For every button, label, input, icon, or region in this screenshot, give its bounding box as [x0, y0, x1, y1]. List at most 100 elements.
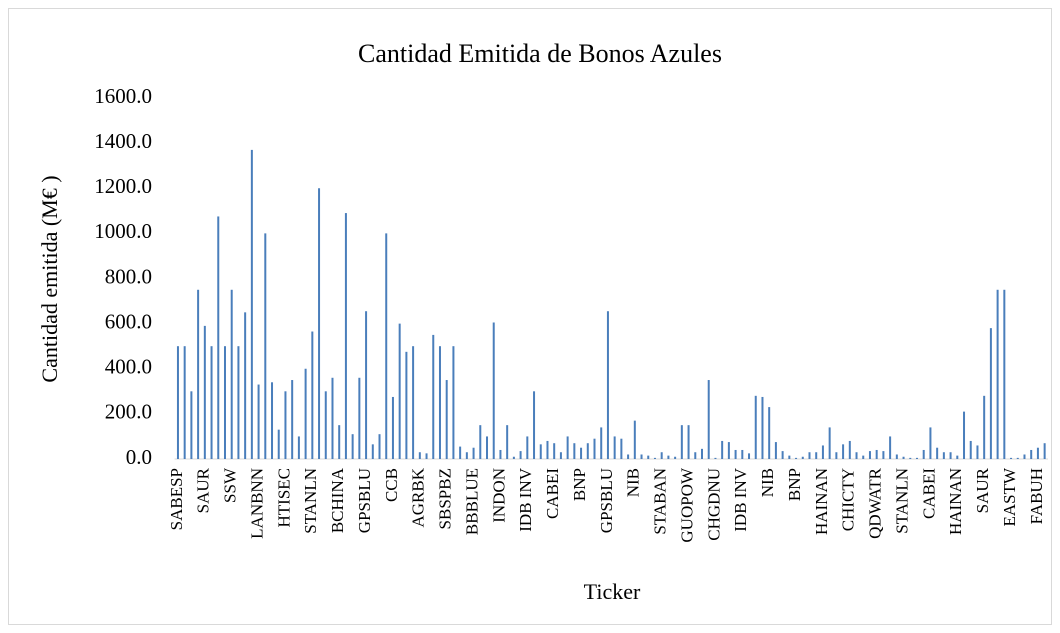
x-tick-label: CABEI: [919, 468, 938, 519]
x-tick-label: NIB: [624, 468, 643, 497]
bar: [492, 322, 495, 459]
bar: [486, 436, 489, 459]
bar: [795, 457, 798, 459]
bar: [432, 334, 435, 459]
x-tick-label: BCHINA: [328, 467, 347, 533]
bar: [761, 396, 764, 459]
x-tick-label: STANLN: [301, 468, 320, 534]
x-tick-label: CHICTY: [839, 468, 858, 531]
bar: [418, 452, 421, 459]
bar: [546, 440, 549, 459]
bar: [311, 331, 314, 459]
bar: [539, 444, 542, 459]
bar: [573, 443, 576, 459]
y-tick-label: 1200.0: [94, 174, 152, 198]
bar: [627, 454, 630, 459]
bar: [553, 443, 556, 459]
bar: [640, 454, 643, 459]
x-tick-label: STANLN: [892, 468, 911, 534]
bar: [506, 425, 509, 459]
bar: [512, 456, 515, 459]
x-tick-label: LANBNN: [247, 468, 266, 539]
x-axis-label: Ticker: [584, 579, 641, 604]
x-tick-label: BNP: [570, 468, 589, 501]
bar: [781, 451, 784, 459]
bar: [748, 453, 751, 459]
bar: [365, 311, 368, 459]
bar: [821, 445, 824, 459]
x-tick-label: CHGDNU: [704, 468, 723, 541]
y-tick-label: 1000.0: [94, 219, 152, 243]
bar: [264, 233, 267, 459]
bar: [277, 429, 280, 459]
bar: [694, 452, 697, 459]
y-tick-label: 1600.0: [94, 84, 152, 108]
x-tick-label: GPSBLU: [597, 468, 616, 533]
bar: [862, 455, 865, 459]
bar: [929, 427, 932, 459]
bar: [1023, 454, 1026, 459]
bar: [378, 434, 381, 459]
chart-frame: [8, 8, 1052, 625]
bar: [942, 452, 945, 459]
x-tick-label: QDWATR: [866, 467, 885, 538]
x-tick-label: NIB: [758, 468, 777, 497]
bar: [707, 380, 710, 459]
bar: [741, 449, 744, 459]
bar: [674, 456, 677, 459]
bar: [848, 440, 851, 459]
bar: [223, 346, 226, 459]
bar: [459, 446, 462, 459]
x-tick-label: IDB INV: [516, 467, 535, 531]
bar: [351, 434, 354, 459]
y-tick-label: 200.0: [105, 400, 152, 424]
bar: [606, 311, 609, 459]
bar: [257, 384, 260, 459]
x-tick-label: CCB: [382, 468, 401, 502]
x-tick-label: SAUR: [973, 467, 992, 513]
x-tick-label: IDB INV: [731, 467, 750, 531]
bar: [445, 380, 448, 459]
bar: [391, 396, 394, 459]
bar: [344, 213, 347, 459]
x-tick-label: FABUH: [1027, 468, 1046, 524]
bar: [963, 411, 966, 459]
bar: [586, 443, 589, 459]
bar: [774, 442, 777, 459]
bar: [533, 391, 536, 459]
bar: [398, 323, 401, 459]
x-tick-label: HAINAN: [946, 468, 965, 535]
bar: [721, 440, 724, 459]
bar: [996, 289, 999, 459]
x-tick-label: HAINAN: [812, 468, 831, 535]
x-tick-label: HTISEC: [274, 468, 293, 528]
bar: [700, 448, 703, 459]
bar: [244, 312, 247, 459]
bar: [768, 407, 771, 459]
bar: [687, 425, 690, 459]
x-tick-label: CABEI: [543, 468, 562, 519]
bar: [324, 391, 327, 459]
bar: [318, 188, 321, 459]
bar: [909, 457, 912, 459]
bar: [983, 395, 986, 459]
bar: [284, 391, 287, 459]
x-tick-label: GPSBLU: [355, 468, 374, 533]
bar: [1016, 457, 1019, 459]
bar: [727, 442, 730, 459]
bar: [842, 444, 845, 459]
x-tick-label: EASTW: [1000, 467, 1019, 527]
y-tick-label: 400.0: [105, 355, 152, 379]
bar: [889, 436, 892, 459]
bar: [808, 452, 811, 459]
bar: [828, 427, 831, 459]
bar: [304, 368, 307, 459]
bar: [660, 452, 663, 459]
bar: [331, 377, 334, 459]
bar: [519, 451, 522, 459]
bar: [203, 325, 206, 459]
bar: [922, 449, 925, 459]
bar: [754, 395, 757, 459]
y-tick-label: 600.0: [105, 309, 152, 333]
